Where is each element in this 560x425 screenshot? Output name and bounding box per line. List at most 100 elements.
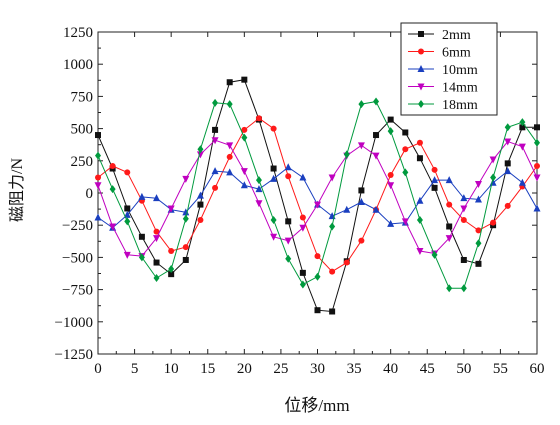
data-point (197, 217, 204, 224)
data-point (504, 138, 512, 146)
y-tick-label: 1000 (63, 57, 93, 73)
x-tick-label: 60 (530, 361, 545, 377)
legend-marker (418, 31, 424, 37)
legend-label: 10mm (442, 63, 478, 78)
data-point (240, 168, 248, 176)
data-point (402, 146, 409, 153)
data-point (124, 217, 131, 226)
data-point (270, 165, 277, 172)
data-point (416, 216, 423, 225)
data-point (445, 235, 453, 243)
data-point (475, 239, 482, 248)
data-point (153, 259, 160, 266)
data-point (416, 247, 424, 255)
data-point (284, 237, 292, 245)
data-point (124, 169, 131, 176)
data-point (153, 235, 161, 243)
data-point (314, 272, 321, 281)
data-point (518, 143, 526, 151)
data-point (387, 219, 395, 227)
data-point (168, 247, 175, 254)
data-point (373, 132, 380, 139)
data-point (270, 125, 277, 132)
data-point (109, 162, 116, 169)
data-point (123, 210, 131, 218)
data-point (358, 100, 365, 109)
data-point (504, 202, 511, 209)
data-point (343, 259, 350, 266)
data-point (226, 153, 233, 160)
data-point (534, 162, 540, 169)
data-point (460, 256, 467, 263)
series-line (97, 117, 538, 273)
data-point (299, 214, 306, 221)
data-point (460, 217, 467, 224)
legend-item: 6mm (408, 46, 471, 61)
legend-marker (417, 83, 425, 91)
data-point (211, 137, 219, 145)
x-tick-label: 0 (94, 361, 102, 377)
data-point (255, 200, 263, 208)
data-point (343, 150, 350, 159)
series-line (97, 139, 538, 257)
data-point (329, 268, 336, 275)
y-tick-label: −1000 (55, 315, 93, 331)
data-point (270, 216, 277, 225)
data-point (314, 307, 321, 314)
data-point (270, 174, 278, 182)
data-point (372, 152, 380, 160)
data-point (226, 79, 233, 86)
data-point (124, 205, 131, 212)
data-point (182, 175, 190, 183)
data-point (460, 194, 468, 202)
data-point (299, 280, 306, 289)
data-point (519, 118, 526, 127)
legend-marker (418, 48, 424, 55)
data-point (153, 228, 160, 235)
data-point (226, 142, 234, 150)
data-point (255, 115, 262, 122)
data-point (241, 133, 248, 142)
x-tick-label: 45 (420, 361, 435, 377)
series-18mm (95, 97, 540, 293)
data-point (534, 138, 540, 147)
y-tick-label: 0 (86, 186, 94, 202)
data-point (138, 233, 145, 240)
data-point (109, 185, 116, 194)
data-point (153, 194, 161, 202)
data-point (431, 184, 438, 191)
data-point (387, 116, 394, 123)
data-point (314, 253, 321, 260)
data-point (431, 250, 438, 259)
data-point (387, 171, 394, 178)
y-axis-label: 磁阻力/N (8, 158, 26, 222)
data-point (358, 237, 365, 244)
y-tick-label: 1250 (63, 25, 93, 41)
data-point (255, 185, 263, 193)
y-tick-label: 750 (71, 89, 94, 105)
data-point (226, 168, 234, 176)
x-axis-label: 位移/mm (284, 396, 349, 415)
data-point (475, 227, 482, 234)
data-point (182, 208, 190, 216)
data-point (182, 256, 189, 263)
data-point (94, 213, 102, 221)
y-tick-label: −250 (62, 218, 93, 234)
data-point (490, 173, 497, 182)
data-point (416, 155, 423, 162)
x-tick-label: 15 (200, 361, 215, 377)
data-point (168, 271, 175, 278)
y-tick-label: −750 (62, 283, 93, 299)
data-point (373, 97, 380, 106)
data-point (460, 205, 468, 213)
x-tick-label: 5 (131, 361, 139, 377)
data-point (197, 201, 204, 208)
x-tick-label: 25 (273, 361, 288, 377)
legend-label: 6mm (442, 46, 471, 61)
data-point (197, 145, 204, 154)
data-point (182, 214, 189, 223)
series-14mm (94, 137, 541, 261)
data-point (519, 124, 526, 131)
data-point (504, 167, 512, 175)
series-10mm (94, 163, 541, 231)
